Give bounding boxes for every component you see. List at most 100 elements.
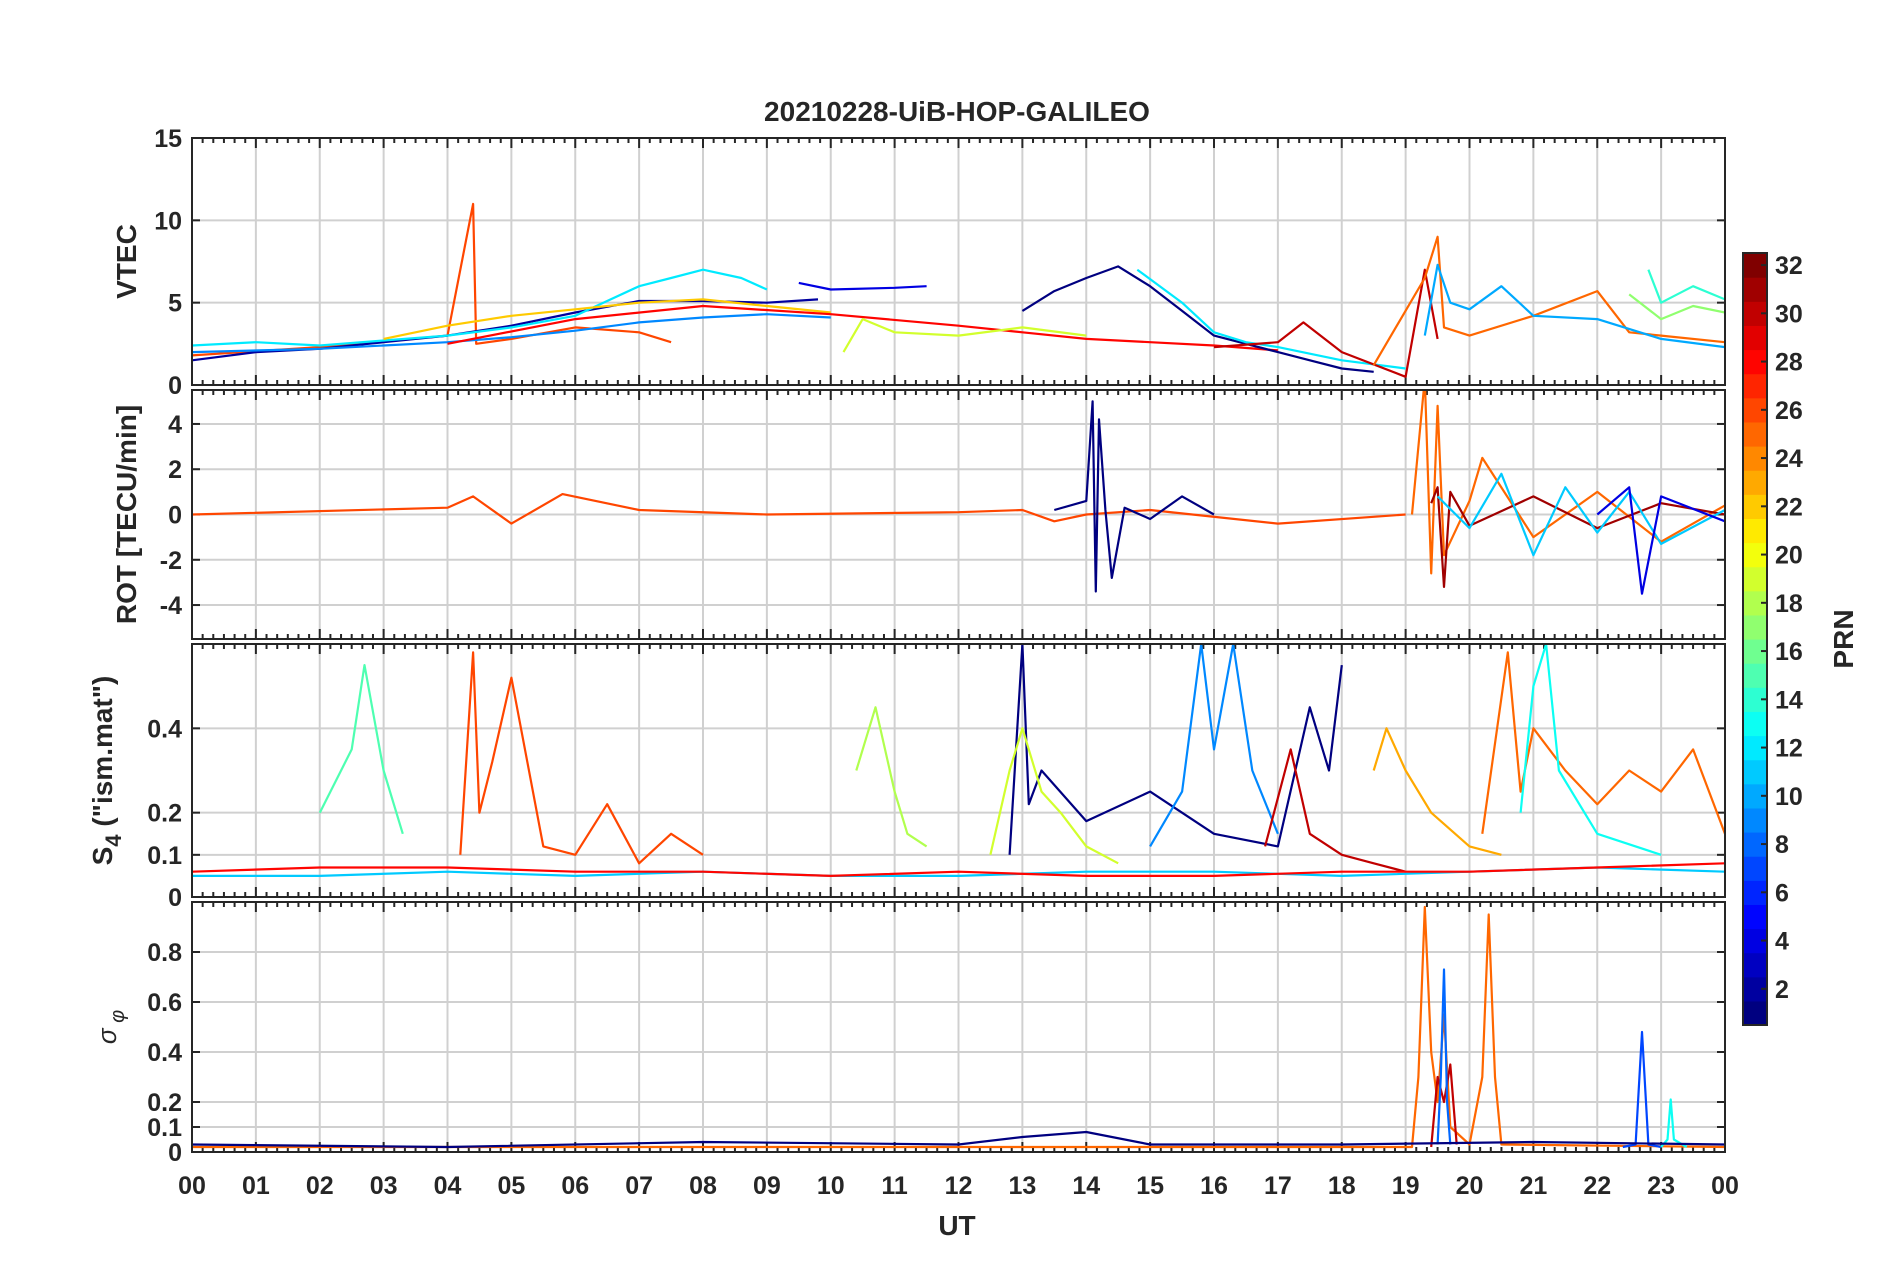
x-tick-label: 00 [178, 1172, 206, 1200]
colorbar-tick-label: 6 [1775, 879, 1789, 907]
colorbar-label: PRN [1828, 609, 1859, 668]
x-tick-label: 17 [1264, 1172, 1292, 1200]
y-tick-label: 0.4 [147, 715, 182, 743]
series-line-prn-31 [1430, 486, 1725, 589]
x-tick-label: 21 [1519, 1172, 1547, 1200]
y-label-sigma: σ [92, 1027, 122, 1044]
colorbar-tick-label: 12 [1775, 735, 1803, 763]
panel-frame [191, 137, 1726, 386]
series-line-prn-19 [842, 318, 1087, 353]
y-axis-label-vtec: VTEC [111, 224, 142, 299]
y-tick-label: 0.1 [147, 842, 182, 870]
series-line-prn-4 [798, 281, 927, 291]
colorbar-swatch [1743, 904, 1767, 930]
series-group [192, 644, 1725, 878]
y-label-main: S [87, 847, 118, 866]
x-axis-label: UT [938, 1210, 975, 1241]
panel-s4: 0 0.1 0.2 0.4 S4 ("ism.mat") [87, 643, 1726, 912]
x-tick-label: 03 [370, 1172, 398, 1200]
colorbar-swatch [1743, 856, 1767, 881]
colorbar-swatch [1743, 277, 1767, 302]
x-tick-label: 13 [1008, 1172, 1036, 1200]
colorbar-swatch [1743, 421, 1767, 447]
series-line-prn-22 [383, 298, 831, 340]
y-tick-label: 0.6 [147, 989, 182, 1017]
colorbar-tick-label: 2 [1775, 976, 1789, 1004]
series-group [192, 905, 1725, 1149]
x-tick-label: 20 [1456, 1172, 1484, 1200]
y-axis-label-s4: S4 ("ism.mat") [87, 676, 126, 866]
series-line-prn-9 [192, 313, 831, 354]
colorbar-swatch [1743, 759, 1767, 785]
series-line-prn-19 [989, 727, 1119, 865]
series-line-prn-26 [192, 493, 1406, 525]
colorbar-swatch [1743, 614, 1767, 640]
chart-title: 20210228-UiB-HOP-GALILEO [764, 96, 1150, 127]
colorbar-swatch [1743, 566, 1767, 592]
colorbar-frame [1742, 252, 1768, 1026]
x-tick-label: 00 [1711, 1172, 1739, 1200]
colorbar-tick-label: 8 [1775, 831, 1789, 859]
y-tick-label: 0 [168, 884, 182, 912]
series-line-prn-17 [1628, 293, 1725, 321]
y-tick-label: 0 [168, 372, 182, 400]
series-line-prn-7 [1622, 1030, 1662, 1149]
x-tick-label: 08 [689, 1172, 717, 1200]
x-tick-label: 09 [753, 1172, 781, 1200]
series-group [192, 390, 1725, 595]
y-tick-label: 5 [168, 290, 182, 318]
colorbar-swatch [1743, 807, 1767, 833]
x-tick-label: 02 [306, 1172, 334, 1200]
x-axis: 00 01 02 03 04 05 06 07 08 09 10 11 12 13 14 15 16 17 18 19… [178, 1172, 1739, 1200]
x-tick-label: 18 [1328, 1172, 1356, 1200]
colorbar-swatch [1743, 373, 1767, 399]
panel-vtec: 0 5 10 15 VTEC [111, 125, 1726, 400]
series-line-prn-28 [447, 304, 1278, 352]
series-line-prn-25 [1372, 235, 1725, 366]
colorbar-tick-label: 16 [1775, 638, 1803, 666]
x-tick-label: 07 [625, 1172, 653, 1200]
series-group [192, 202, 1725, 378]
x-tick-label: 14 [1072, 1172, 1100, 1200]
colorbar-swatch [1743, 518, 1767, 544]
colorbar-tick-label: 22 [1775, 493, 1803, 521]
y-tick-label: 2 [168, 456, 182, 484]
y-tick-label: -2 [160, 547, 182, 575]
series-line-prn-26 [459, 651, 704, 865]
colorbar-swatch [1743, 470, 1767, 495]
y-tick-label: 0.2 [147, 1089, 182, 1117]
panel-rot: -4 -2 0 2 4 ROT [TECU/min] [111, 389, 1726, 640]
series-line-prn-23 [1372, 727, 1502, 856]
panel-frame [191, 389, 1726, 640]
colorbar-tick-label: 30 [1775, 300, 1803, 328]
y-label-phi: φ [107, 1010, 129, 1029]
colorbar-tick-label: 24 [1775, 445, 1803, 473]
y-tick-label: 0.2 [147, 800, 182, 828]
y-axis-label-sigma: σ φ [92, 1010, 129, 1044]
series-line-prn-4 [1596, 486, 1725, 595]
y-label-rest: ("ism.mat") [87, 676, 118, 835]
colorbar-tick-label: 26 [1775, 397, 1803, 425]
colorbar-tick-label: 4 [1775, 928, 1789, 956]
x-tick-label: 23 [1647, 1172, 1675, 1200]
colorbar-swatch [1743, 663, 1767, 688]
panel-frame [191, 643, 1726, 898]
series-line-prn-1 [1008, 644, 1343, 855]
y-tick-label: 0 [168, 1139, 182, 1167]
series-line-prn-30 [1213, 268, 1439, 378]
x-tick-label: 16 [1200, 1172, 1228, 1200]
y-tick-label: 0 [168, 502, 182, 530]
colorbar-tick-label: 18 [1775, 590, 1803, 618]
colorbar-tick-label: 14 [1775, 686, 1803, 714]
series-line-prn-9 [1149, 644, 1279, 847]
series-line-prn-15 [318, 663, 404, 835]
series-line-prn-12 [192, 268, 768, 347]
series-line-prn-1 [1021, 265, 1374, 373]
series-line-prn-12 [1136, 268, 1406, 370]
x-tick-label: 15 [1136, 1172, 1164, 1200]
y-tick-label: 0.4 [147, 1039, 182, 1067]
x-tick-label: 06 [561, 1172, 589, 1200]
panel-sigma_phi: 00.10.2 0.4 0.6 0.8 σ φ [92, 901, 1726, 1167]
